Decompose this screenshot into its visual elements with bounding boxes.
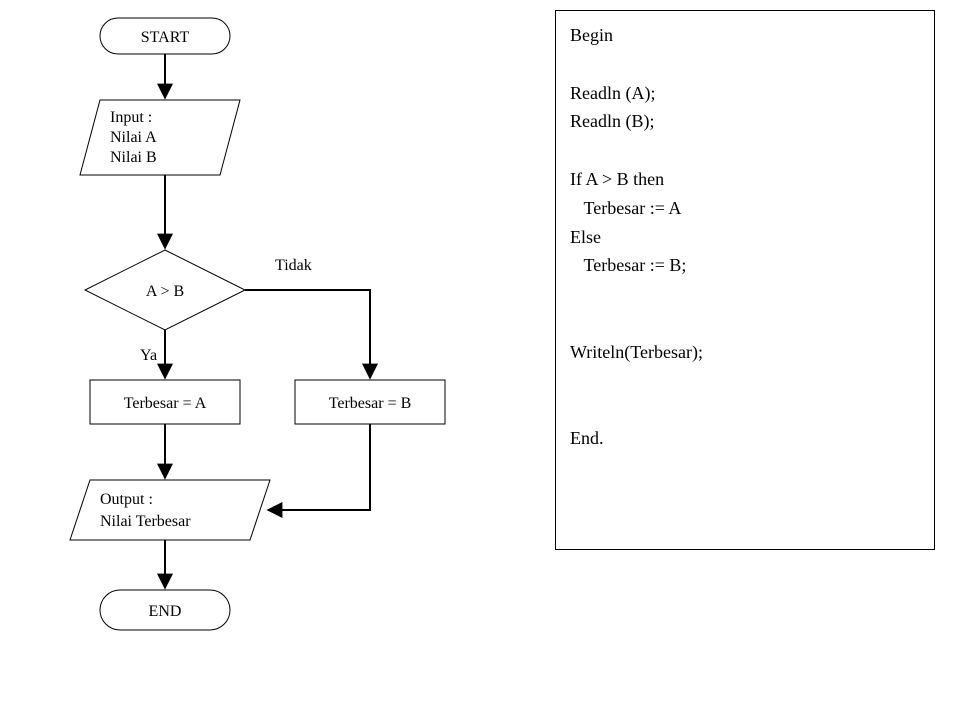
input-line-2: Nilai B [110, 149, 157, 166]
code-line: Readln (B); [570, 107, 920, 136]
edge-decision-no [245, 290, 370, 378]
code-line: Terbesar := A [570, 194, 920, 223]
output-line-1: Nilai Terbesar [100, 513, 191, 530]
start-label: START [141, 29, 190, 46]
node-end: END [100, 590, 230, 630]
edge-procb-output [268, 424, 370, 510]
code-line: Else [570, 223, 920, 252]
code-line [570, 395, 920, 424]
code-line: If A > B then [570, 165, 920, 194]
decision-label: A > B [146, 283, 184, 300]
decision-yes-label: Ya [140, 347, 157, 364]
node-output: Output : Nilai Terbesar [70, 480, 270, 540]
code-line [570, 367, 920, 396]
node-proc-a: Terbesar = A [90, 380, 240, 424]
code-line: Terbesar := B; [570, 251, 920, 280]
node-input: Input : Nilai A Nilai B [80, 100, 240, 175]
node-proc-b: Terbesar = B [295, 380, 445, 424]
code-line: Begin [570, 21, 920, 50]
code-line: Readln (A); [570, 79, 920, 108]
code-line [570, 50, 920, 79]
code-line [570, 136, 920, 165]
node-decision: A > B [85, 250, 245, 330]
proc-a-label: Terbesar = A [124, 395, 207, 412]
code-line: Writeln(Terbesar); [570, 338, 920, 367]
code-line [570, 280, 920, 309]
output-line-0: Output : [100, 491, 153, 508]
decision-no-label: Tidak [275, 257, 312, 274]
input-line-1: Nilai A [110, 129, 157, 146]
node-start: START [100, 18, 230, 54]
code-line: End. [570, 424, 920, 453]
code-panel: Begin Readln (A); Readln (B); If A > B t… [555, 10, 935, 550]
flowchart: START Input : Nilai A Nilai B A > B Ya T… [0, 0, 520, 720]
end-label: END [149, 603, 182, 620]
input-line-0: Input : [110, 109, 152, 126]
code-line [570, 309, 920, 338]
proc-b-label: Terbesar = B [329, 395, 412, 412]
